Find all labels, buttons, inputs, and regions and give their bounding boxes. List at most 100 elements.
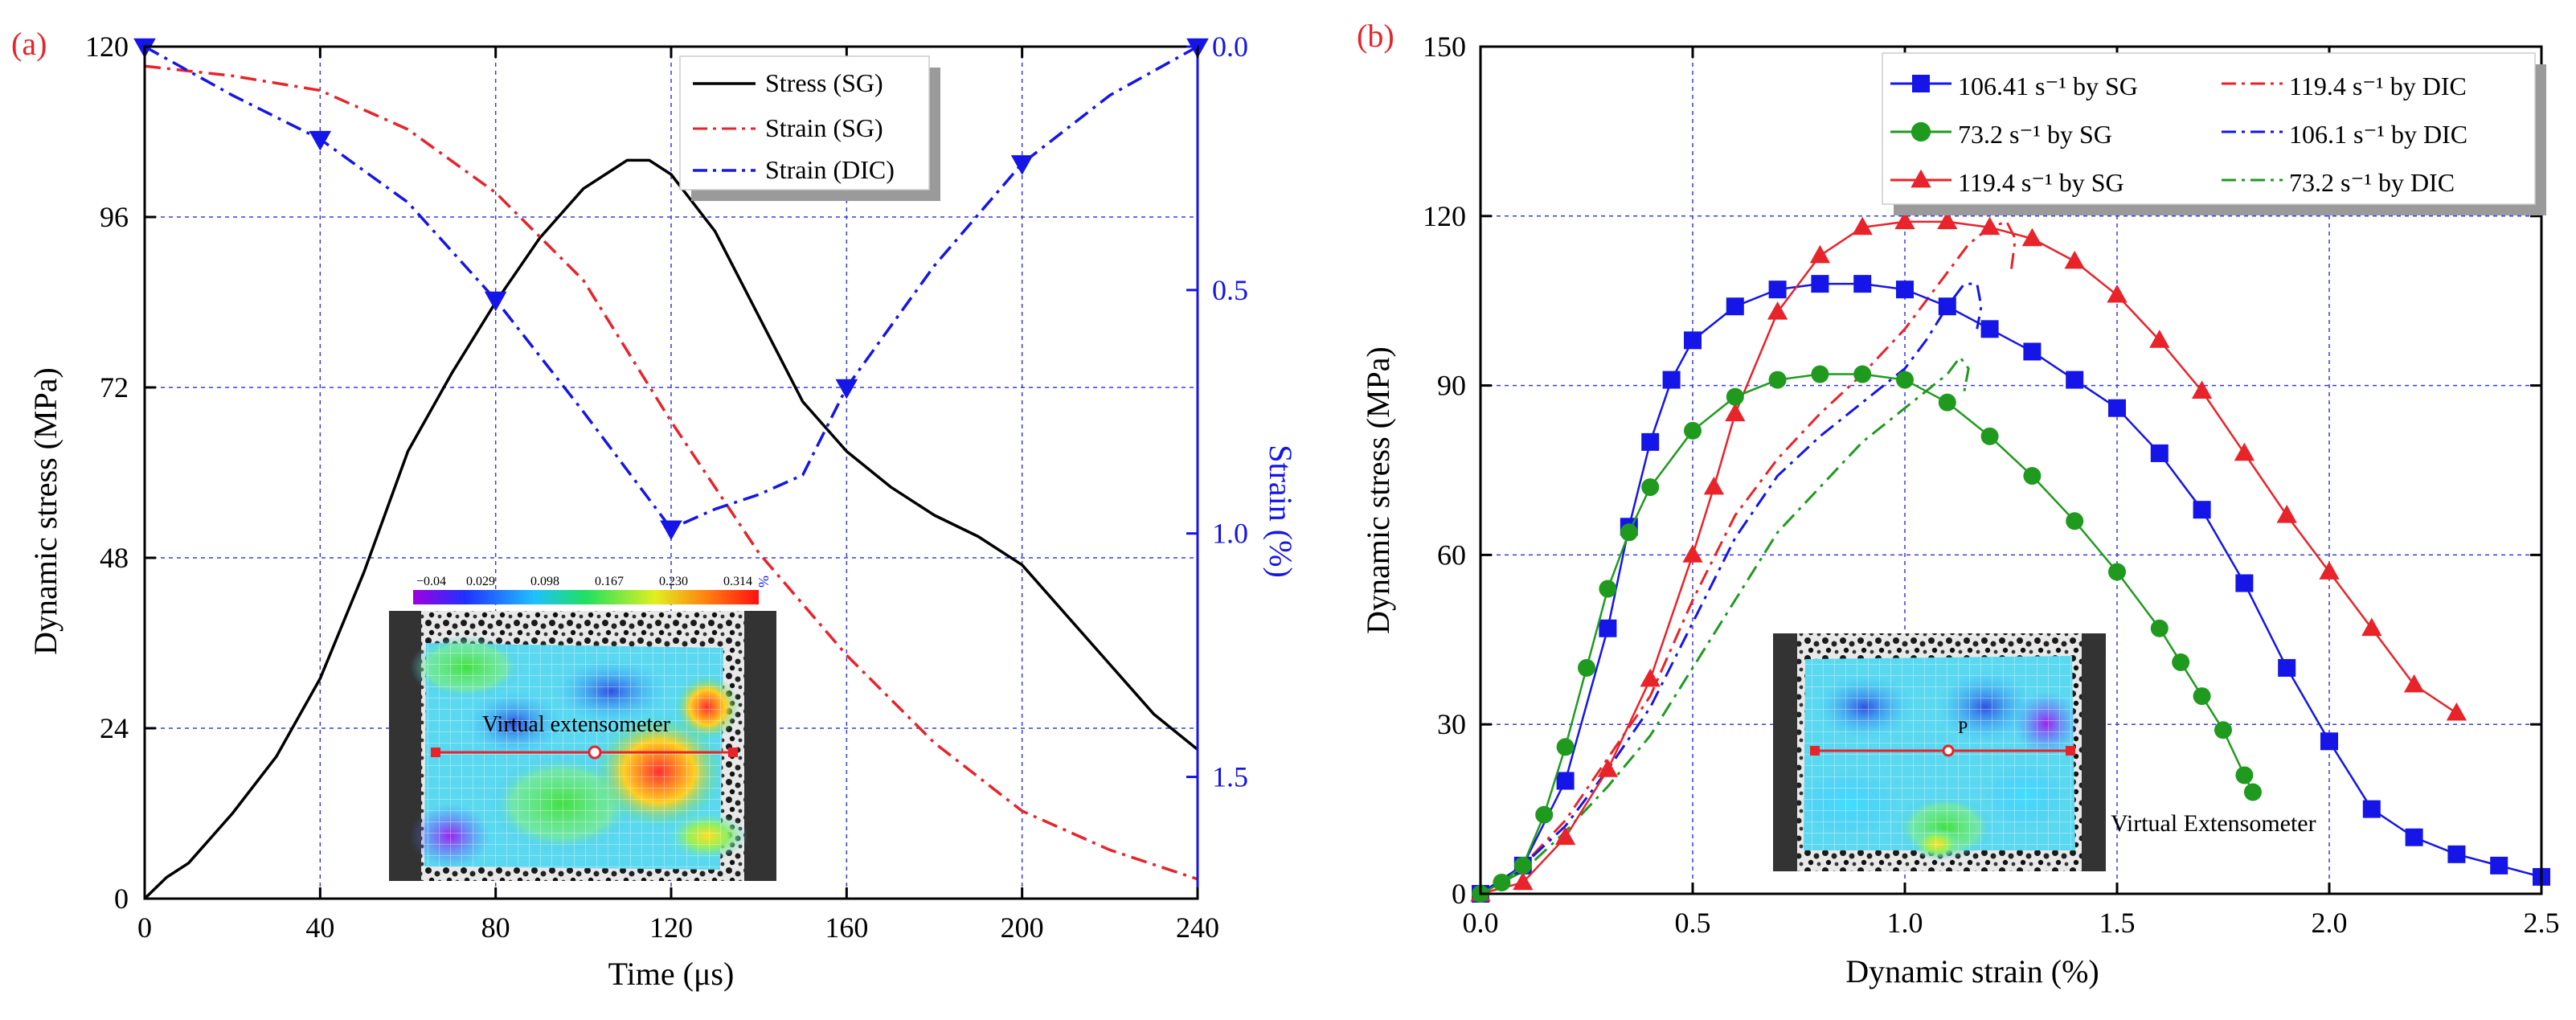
a-inset-dic-image bbox=[389, 590, 776, 881]
b-marker-73-2-s-by-sg-6 bbox=[1599, 580, 1617, 598]
a-legend-strain-dic: Strain (DIC) bbox=[765, 155, 895, 184]
a-y-tick-label-4: 96 bbox=[100, 201, 129, 233]
b-legend-73-sg: 73.2 s⁻¹ by SG bbox=[1958, 120, 2112, 149]
a-series-strain-sg bbox=[144, 64, 1198, 881]
b-marker-119-4-s-by-sg-9 bbox=[1809, 244, 1831, 264]
b-marker-106-41-s-by-sg-10 bbox=[1811, 275, 1829, 293]
a-series-layer bbox=[133, 38, 1209, 900]
b-marker-106-41-s-by-sg-25 bbox=[2447, 845, 2466, 863]
b-marker-119-4-s-by-sg-21 bbox=[2319, 561, 2340, 580]
a-marker-strain-dic-1 bbox=[309, 130, 332, 151]
a-series-strain-dic bbox=[144, 45, 1198, 530]
b-y-tick-label-2: 60 bbox=[1437, 539, 1466, 571]
b-marker-119-4-s-by-sg-5 bbox=[1682, 544, 1703, 563]
b-x-tick-label-5: 2.5 bbox=[2524, 907, 2560, 939]
a-x-tick-label-3: 120 bbox=[649, 911, 693, 944]
b-legend-106-dic: 106.1 s⁻¹ by DIC bbox=[2289, 120, 2467, 149]
b-legend: 106.41 s⁻¹ by SG 73.2 s⁻¹ by SG 119.4 s⁻… bbox=[1882, 52, 2546, 215]
b-legend-marker-119-4-s-by-sg bbox=[1910, 169, 1931, 188]
a-y-tick-label-1: 24 bbox=[100, 712, 129, 744]
b-inset-point-label: P bbox=[1958, 717, 1968, 737]
b-legend-73-dic: 73.2 s⁻¹ by DIC bbox=[2289, 168, 2455, 197]
b-marker-73-2-s-by-sg-13 bbox=[1853, 365, 1872, 383]
a-legend-stress-sg: Stress (SG) bbox=[765, 68, 883, 97]
b-legend-marker-106-41-s-by-sg bbox=[1912, 75, 1930, 92]
b-marker-106-41-s-by-sg-9 bbox=[1768, 281, 1787, 299]
b-y-tick-label-3: 90 bbox=[1437, 370, 1466, 402]
b-marker-73-2-s-by-sg-3 bbox=[1535, 805, 1554, 824]
b-marker-73-2-s-by-sg-9 bbox=[1684, 421, 1702, 440]
a-inset-label: Virtual extensometer bbox=[482, 712, 671, 737]
b-marker-119-4-s-by-sg-23 bbox=[2403, 674, 2425, 693]
b-marker-119-4-s-by-sg-16 bbox=[2107, 284, 2128, 303]
b-marker-106-41-s-by-sg-26 bbox=[2490, 856, 2508, 875]
a-colorbar-tick-label-3: 0.167 bbox=[595, 575, 624, 588]
b-y-tick-label-5: 150 bbox=[1423, 31, 1466, 63]
b-marker-73-2-s-by-sg-7 bbox=[1620, 523, 1638, 542]
b-series-119-4-s-by-dic bbox=[1480, 220, 2017, 895]
b-series-106-41-s-by-sg bbox=[1480, 282, 2542, 895]
b-marker-73-2-s-by-sg-4 bbox=[1556, 738, 1575, 756]
b-marker-106-41-s-by-sg-19 bbox=[2193, 501, 2211, 519]
b-marker-119-4-s-by-sg-20 bbox=[2276, 505, 2297, 523]
b-x-tick-label-1: 0.5 bbox=[1675, 907, 1711, 939]
a-y-tick-label-0: 0 bbox=[114, 883, 129, 915]
a-y-axis-label: Dynamic stress (MPa) bbox=[27, 367, 63, 655]
b-x-axis-label: Dynamic strain (%) bbox=[1845, 953, 2099, 989]
b-marker-119-4-s-by-sg-7 bbox=[1725, 403, 1746, 422]
b-marker-73-2-s-by-sg-12 bbox=[1811, 365, 1829, 383]
a-colorbar-tick-label-0: −0.04 bbox=[416, 575, 446, 588]
a-colorbar-tick-label-1: 0.029 bbox=[466, 575, 495, 588]
b-marker-106-41-s-by-sg-23 bbox=[2362, 800, 2381, 818]
b-y-tick-label-4: 120 bbox=[1423, 200, 1466, 232]
a-y2-tick-label-2: 1.0 bbox=[1212, 518, 1248, 550]
b-marker-119-4-s-by-sg-15 bbox=[2064, 250, 2085, 269]
a-colorbar-unit: % bbox=[756, 576, 772, 588]
b-marker-106-41-s-by-sg-21 bbox=[2278, 658, 2296, 677]
b-marker-73-2-s-by-sg-24 bbox=[2235, 766, 2254, 784]
b-x-tick-label-0: 0.0 bbox=[1463, 907, 1499, 939]
b-plot-frame bbox=[1479, 45, 2543, 895]
b-marker-73-2-s-by-sg-23 bbox=[2214, 721, 2232, 739]
a-x-tick-label-1: 40 bbox=[305, 911, 334, 944]
b-marker-119-4-s-by-sg-24 bbox=[2446, 702, 2467, 721]
a-x-tick-label-6: 240 bbox=[1176, 911, 1219, 944]
b-marker-119-4-s-by-sg-18 bbox=[2191, 380, 2213, 399]
b-marker-106-41-s-by-sg-2 bbox=[1556, 772, 1575, 790]
a-colorbar-tick-label-5: 0.314 bbox=[723, 575, 752, 588]
b-marker-106-41-s-by-sg-7 bbox=[1684, 331, 1702, 350]
b-legend-swatches bbox=[1890, 75, 2283, 188]
b-marker-73-2-s-by-sg-19 bbox=[2108, 563, 2126, 581]
b-marker-73-2-s-by-sg-17 bbox=[2023, 467, 2042, 485]
b-marker-106-41-s-by-sg-24 bbox=[2405, 828, 2423, 846]
b-marker-73-2-s-by-sg-18 bbox=[2066, 512, 2084, 530]
a-x-tick-label-2: 80 bbox=[481, 911, 510, 944]
b-marker-73-2-s-by-sg-2 bbox=[1513, 856, 1532, 875]
panel-b: (b) P Virtual Extensometer 0.0 0.5 1.0 1.5 2… bbox=[1357, 18, 2560, 989]
b-marker-106-41-s-by-sg-22 bbox=[2320, 732, 2338, 751]
b-marker-106-41-s-by-sg-11 bbox=[1853, 275, 1872, 293]
a-x-tick-label-0: 0 bbox=[137, 911, 152, 944]
b-x-tick-label-2: 1.0 bbox=[1887, 907, 1923, 939]
a-y2-axis-label: Strain (%) bbox=[1263, 444, 1299, 578]
b-y-axis-label: Dynamic stress (MPa) bbox=[1360, 346, 1396, 634]
b-legend-marker-73-2-s-by-sg bbox=[1910, 121, 1931, 142]
b-legend-119-sg: 119.4 s⁻¹ by SG bbox=[1958, 168, 2124, 197]
panel-a: (a) −0.04 0.029 0.098 0.167 0.230 0.314 % bbox=[11, 26, 1299, 992]
b-x-tick-label-3: 1.5 bbox=[2099, 907, 2136, 939]
b-marker-119-4-s-by-sg-12 bbox=[1937, 211, 1958, 230]
b-marker-106-41-s-by-sg-14 bbox=[1980, 320, 1999, 338]
b-marker-73-2-s-by-sg-14 bbox=[1896, 371, 1914, 389]
b-marker-106-41-s-by-sg-20 bbox=[2235, 574, 2254, 592]
a-colorbar-tick-label-4: 0.230 bbox=[659, 575, 688, 588]
b-legend-106-sg: 106.41 s⁻¹ by SG bbox=[1958, 72, 2138, 100]
b-marker-106-41-s-by-sg-6 bbox=[1662, 371, 1681, 389]
b-marker-119-4-s-by-sg-19 bbox=[2234, 442, 2255, 461]
a-y-tick-label-5: 120 bbox=[85, 31, 129, 63]
b-legend-119-dic: 119.4 s⁻¹ by DIC bbox=[2289, 72, 2467, 100]
b-x-tick-label-4: 2.0 bbox=[2312, 907, 2348, 939]
b-marker-106-41-s-by-sg-12 bbox=[1896, 281, 1914, 299]
b-marker-106-41-s-by-sg-13 bbox=[1938, 297, 1956, 316]
b-marker-73-2-s-by-sg-8 bbox=[1641, 478, 1660, 497]
